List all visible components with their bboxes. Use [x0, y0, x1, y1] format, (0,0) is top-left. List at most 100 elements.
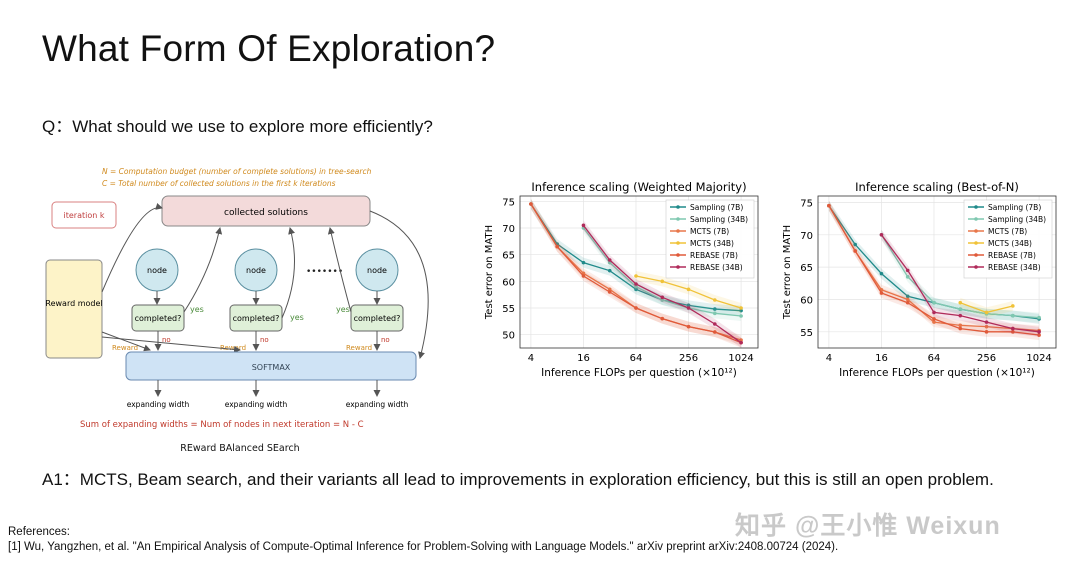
legend-label: Sampling (34B) — [690, 215, 748, 224]
series-point — [1011, 304, 1015, 308]
series-point — [634, 282, 638, 286]
x-tick-label: 64 — [630, 353, 643, 364]
series-point — [958, 307, 963, 311]
series-band — [530, 199, 742, 316]
x-tick-label: 64 — [928, 353, 941, 364]
series-point — [607, 287, 612, 292]
note-c: C = Total number of collected solutions … — [102, 179, 336, 188]
series-point — [634, 274, 638, 278]
no-2: no — [260, 336, 269, 344]
series-band — [881, 229, 1040, 323]
series-point — [713, 298, 717, 302]
watermark: 知乎 @王小惟 Weixun — [735, 512, 1001, 540]
reference-item: [1] Wu, Yangzhen, et al. "An Empirical A… — [8, 541, 839, 553]
node-3-label: node — [367, 266, 387, 275]
completed-2-label: completed? — [233, 314, 280, 323]
y-tick-label: 65 — [502, 251, 515, 262]
series-point — [686, 287, 691, 292]
expanding-3: expanding width — [346, 400, 409, 409]
series-point — [853, 249, 857, 253]
series-point — [634, 287, 638, 292]
rebase-diagram: N = Computation budget (number of comple… — [45, 167, 429, 454]
series-point — [686, 303, 691, 308]
reward-3: Reward — [346, 344, 372, 352]
no-3: no — [381, 336, 390, 344]
series-point — [607, 268, 612, 273]
legend-label: Sampling (7B) — [988, 203, 1041, 212]
series-band — [530, 199, 742, 345]
legend-label: MCTS (7B) — [690, 227, 729, 236]
reward-2: Reward — [220, 344, 246, 352]
legend-marker — [974, 265, 978, 269]
legend-marker — [974, 217, 978, 221]
series-point — [1037, 333, 1041, 337]
x-axis-label: Inference FLOPs per question (×10¹²) — [541, 367, 737, 379]
series-point — [607, 290, 612, 294]
series-point — [932, 320, 936, 324]
legend-marker — [676, 229, 680, 233]
completed-1-label: completed? — [135, 314, 182, 323]
x-tick-label: 1024 — [728, 353, 753, 364]
series-point — [607, 260, 612, 265]
series-point — [581, 274, 586, 278]
y-tick-label: 75 — [800, 198, 813, 209]
x-tick-label: 1024 — [1026, 353, 1051, 364]
collected-label: collected solutions — [224, 208, 308, 218]
yes-1: yes — [190, 305, 204, 314]
series-point — [984, 310, 989, 315]
node-2-label: node — [246, 266, 266, 275]
legend-marker — [676, 265, 680, 269]
series-point — [660, 295, 665, 300]
series-point — [984, 324, 989, 329]
series-band — [960, 297, 1013, 318]
series-point — [555, 244, 559, 249]
x-tick-label: 256 — [977, 353, 996, 364]
chart-2: 4 16 64 256 1024 55 60 65 70 75 Inference scaling … — [782, 180, 1057, 379]
legend-label: REBASE (34B) — [988, 263, 1041, 272]
legend-marker — [974, 253, 978, 257]
series-point — [739, 338, 743, 342]
reward-1: Reward — [112, 344, 138, 352]
series-point — [958, 326, 963, 331]
legend-label: MCTS (7B) — [988, 227, 1027, 236]
series-point — [984, 320, 989, 324]
series-point — [634, 306, 638, 310]
legend-marker — [676, 241, 680, 245]
series-point — [905, 294, 910, 299]
iteration-label: iteration k — [64, 211, 105, 220]
y-tick-label: 65 — [800, 263, 813, 274]
legend-marker — [676, 253, 680, 257]
diagram-caption: REward BAlanced SEarch — [180, 443, 299, 454]
legend-label: REBASE (7B) — [988, 251, 1036, 260]
softmax-label: SOFTMAX — [252, 363, 291, 372]
legend-box — [665, 199, 755, 279]
series-point — [905, 275, 910, 279]
series-point — [984, 330, 989, 334]
y-tick-label: 70 — [800, 231, 813, 242]
x-tick-label: 4 — [528, 353, 534, 364]
series-point — [827, 203, 831, 208]
equation: Sum of expanding widths = Num of nodes i… — [80, 420, 364, 430]
series-point — [905, 297, 910, 302]
x-tick-label: 16 — [577, 353, 590, 364]
series-point — [581, 223, 586, 228]
series-point — [905, 300, 910, 305]
series-point — [713, 330, 717, 334]
chart-1: 4 16 64 256 1024 50 55 60 65 70 75 Inference scalin… — [484, 180, 759, 379]
y-axis-label: Test error on MATH — [484, 225, 495, 320]
question-text: Q：What should we use to explore more eff… — [42, 117, 433, 136]
series-point — [660, 298, 665, 302]
note-n: N = Computation budget (number of comple… — [102, 167, 372, 176]
y-tick-label: 70 — [502, 224, 515, 235]
completed-3-label: completed? — [354, 314, 401, 323]
series-band — [530, 199, 742, 348]
series-point — [529, 202, 533, 206]
legend-box — [963, 199, 1053, 279]
series-point — [853, 242, 857, 247]
series-point — [739, 314, 743, 318]
series-point — [1011, 313, 1015, 318]
node-1-label: node — [147, 266, 167, 275]
inference-scaling-charts: 4 16 64 256 1024 50 55 60 65 70 75 Inference scalin… — [484, 180, 1057, 379]
x-axis-label: Inference FLOPs per question (×10¹²) — [839, 367, 1035, 379]
series-point — [660, 316, 665, 321]
